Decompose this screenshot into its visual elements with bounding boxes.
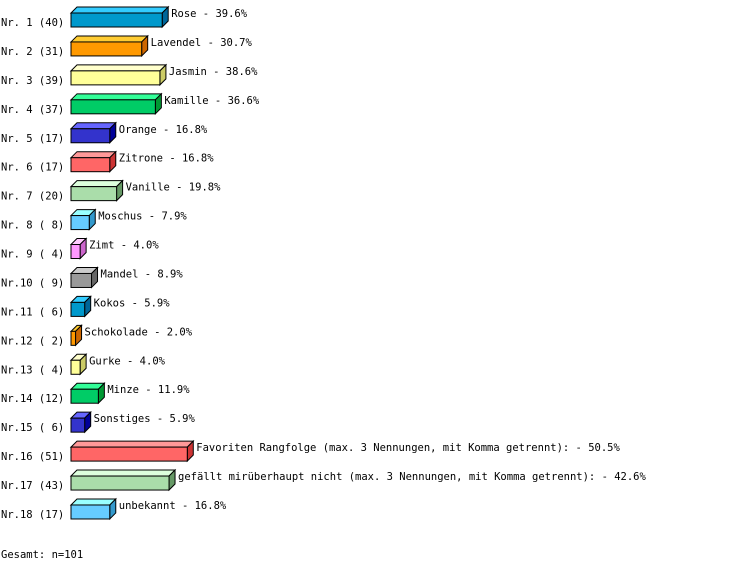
- bar-label: Minze - 11.9%: [107, 384, 190, 396]
- row-label: Nr. 7 (20): [1, 191, 64, 203]
- bar-label: Kokos - 5.9%: [94, 297, 171, 309]
- bar-front: [70, 99, 156, 115]
- bar-top: [69, 64, 168, 72]
- bar-front: [70, 359, 81, 375]
- bar-front: [70, 475, 170, 491]
- bar-front: [70, 41, 143, 57]
- footer-total: Gesamt: n=101: [1, 549, 83, 561]
- bar-front: [70, 504, 111, 520]
- bar-front: [70, 70, 161, 86]
- bar-top: [69, 93, 163, 101]
- bar-label: Kamille - 36.6%: [164, 95, 260, 107]
- bar-front: [70, 12, 163, 28]
- row-label: Nr. 4 (37): [1, 104, 64, 116]
- bar-front: [70, 128, 111, 144]
- bar-label: Lavendel - 30.7%: [151, 37, 253, 49]
- bar-top: [69, 180, 124, 188]
- bar-top: [69, 6, 170, 14]
- bar-label: Mandel - 8.9%: [101, 268, 184, 280]
- bar-front: [70, 215, 90, 231]
- bar-label: Schokolade - 2.0%: [85, 326, 193, 338]
- bar-top: [69, 498, 117, 506]
- bar-label: Zimt - 4.0%: [89, 240, 159, 252]
- bar-label: gefällt mirüberhaupt nicht (max. 3 Nennu…: [178, 471, 646, 483]
- bar-front: [70, 330, 77, 346]
- bar-front: [70, 388, 99, 404]
- row-label: Nr.13 ( 4): [1, 364, 64, 376]
- row-label: Nr.10 ( 9): [1, 277, 64, 289]
- bar-top: [69, 469, 177, 477]
- row-label: Nr. 8 ( 8): [1, 220, 64, 232]
- bar-label: Gurke - 4.0%: [89, 355, 166, 367]
- bar-front: [70, 301, 86, 317]
- row-label: Nr.15 ( 6): [1, 422, 64, 434]
- row-label: Nr. 3 (39): [1, 75, 64, 87]
- bar-front: [70, 157, 111, 173]
- bar-front: [70, 272, 93, 288]
- bar-front: [70, 417, 86, 433]
- bar-label: Zitrone - 16.8%: [119, 153, 215, 165]
- row-label: Nr. 2 (31): [1, 46, 64, 58]
- bar-front: [70, 244, 81, 260]
- row-label: Nr.16 (51): [1, 451, 64, 463]
- bar-label: Moschus - 7.9%: [98, 211, 187, 223]
- row-label: Nr. 9 ( 4): [1, 249, 64, 261]
- bar-label: Favoriten Rangfolge (max. 3 Nennungen, m…: [196, 442, 620, 454]
- bar-top: [69, 122, 117, 130]
- row-label: Nr.18 (17): [1, 509, 64, 521]
- bar-label: Rose - 39.6%: [171, 8, 248, 20]
- bar-top: [69, 151, 117, 159]
- row-label: Nr.12 ( 2): [1, 335, 64, 347]
- bar-label: Jasmin - 38.6%: [169, 66, 258, 78]
- bar-label: Orange - 16.8%: [119, 124, 208, 136]
- row-label: Nr.14 (12): [1, 393, 64, 405]
- bar-label: Vanille - 19.8%: [126, 182, 222, 194]
- bar-label: unbekannt - 16.8%: [119, 500, 227, 512]
- bar-front: [70, 446, 188, 462]
- bar-front: [70, 186, 118, 202]
- bar-top: [69, 440, 195, 448]
- row-label: Nr. 5 (17): [1, 133, 64, 145]
- row-label: Nr. 6 (17): [1, 162, 64, 174]
- bar-top: [69, 35, 149, 43]
- bar-label: Sonstiges - 5.9%: [94, 413, 196, 425]
- row-label: Nr.11 ( 6): [1, 306, 64, 318]
- row-label: Nr. 1 (40): [1, 17, 64, 29]
- row-label: Nr.17 (43): [1, 480, 64, 492]
- bars-group: Nr. 1 (40) Rose - 39.6% Nr. 2 (31) Lavendel…: [1, 5, 647, 521]
